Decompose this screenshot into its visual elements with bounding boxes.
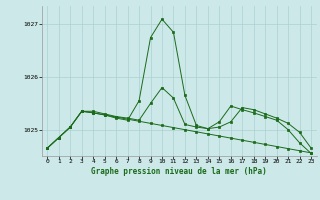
X-axis label: Graphe pression niveau de la mer (hPa): Graphe pression niveau de la mer (hPa) bbox=[91, 167, 267, 176]
